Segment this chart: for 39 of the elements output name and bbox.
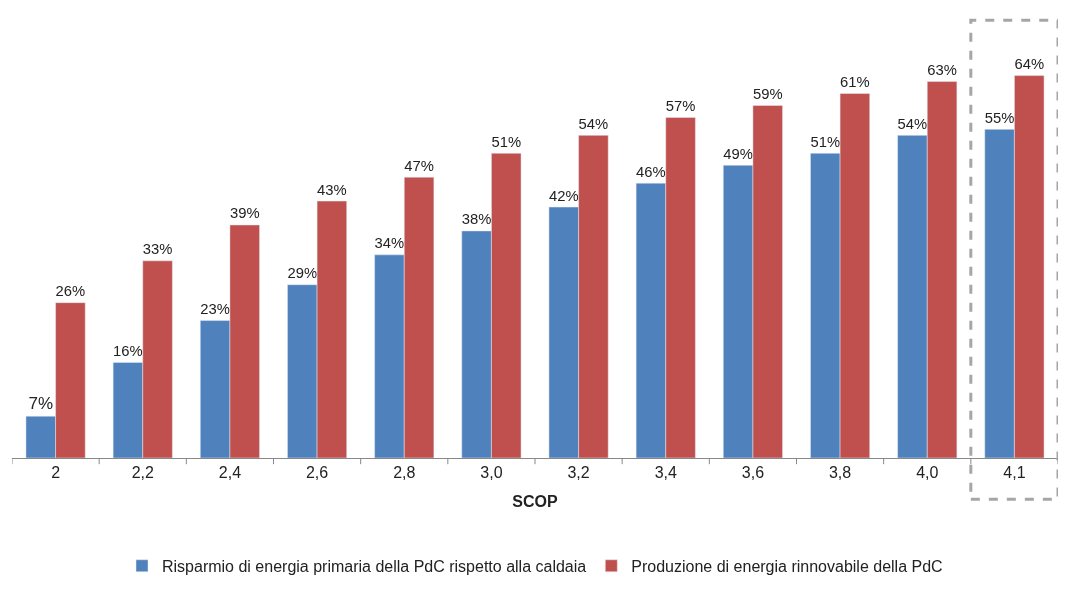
x-tick-label: 3,4 bbox=[654, 464, 677, 482]
data-label: 51% bbox=[491, 133, 522, 150]
data-label: 39% bbox=[229, 205, 260, 222]
data-label: 61% bbox=[840, 74, 870, 91]
x-tick-label: 4,1 bbox=[1003, 464, 1026, 482]
x-tick-label: 3,0 bbox=[480, 464, 503, 482]
data-label: 64% bbox=[1014, 56, 1045, 73]
data-label: 57% bbox=[665, 97, 696, 114]
x-tick-label: 3,8 bbox=[828, 464, 852, 482]
x-tick-label: 2 bbox=[51, 464, 61, 482]
x-tick-label: 2,6 bbox=[305, 464, 329, 482]
data-label: 43% bbox=[317, 181, 347, 198]
x-tick-label: 2,2 bbox=[131, 464, 154, 482]
data-label: 59% bbox=[752, 85, 783, 102]
legend-label: Produzione di energia rinnovabile della PdC bbox=[631, 558, 943, 575]
x-axis-title: SCOP bbox=[512, 492, 558, 510]
data-label: 38% bbox=[461, 211, 492, 228]
legend-label: Risparmio di energia primaria della PdC rispetto alla caldaia bbox=[162, 558, 587, 575]
data-label: 54% bbox=[578, 115, 609, 132]
x-tick-label: 3,2 bbox=[567, 464, 590, 482]
data-label: 34% bbox=[374, 235, 405, 252]
data-label: 23% bbox=[200, 301, 230, 318]
data-label: 46% bbox=[636, 163, 666, 180]
x-tick-label: 3,6 bbox=[741, 464, 765, 482]
data-label: 16% bbox=[113, 342, 143, 359]
data-label: 33% bbox=[142, 241, 173, 258]
x-tick-label: 2,4 bbox=[218, 464, 242, 482]
data-label: 51% bbox=[810, 133, 841, 150]
data-label: 55% bbox=[984, 109, 1015, 126]
data-label: 63% bbox=[927, 62, 957, 79]
x-tick-label: 4,0 bbox=[916, 464, 939, 482]
data-label: 54% bbox=[897, 115, 928, 132]
data-label: 29% bbox=[287, 265, 318, 282]
data-label: 47% bbox=[404, 157, 434, 174]
data-label: 7% bbox=[28, 394, 54, 414]
data-label: 49% bbox=[723, 145, 753, 162]
data-label: 26% bbox=[55, 283, 86, 300]
x-tick-label: 2,8 bbox=[393, 464, 416, 482]
data-label: 42% bbox=[548, 187, 579, 204]
